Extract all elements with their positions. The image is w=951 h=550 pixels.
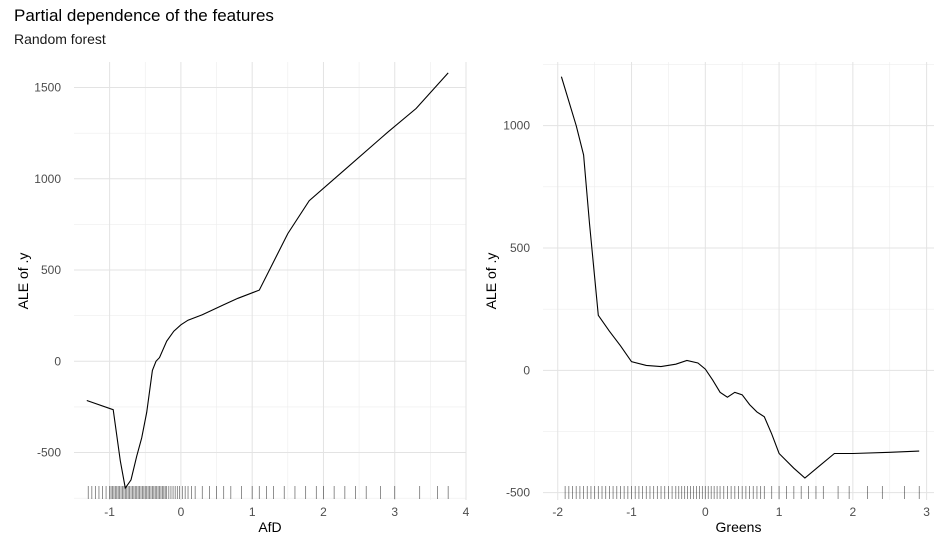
x-tick-label: 3 xyxy=(923,505,930,519)
x-axis-label: AfD xyxy=(258,519,281,535)
y-axis-label: ALE of .y xyxy=(483,253,499,310)
x-tick-label: 1 xyxy=(249,505,256,519)
y-tick-label: -500 xyxy=(37,446,61,460)
y-tick-label: 1500 xyxy=(34,81,61,95)
x-tick-label: -2 xyxy=(552,505,563,519)
series-line xyxy=(560,76,920,479)
chart-panel-1: -1 0 1 2 3 4 -500 0 500 1000 1500 AfD ALE of .y xyxy=(15,62,470,535)
y-axis-label: ALE of .y xyxy=(15,253,31,310)
x-axis-label: Greens xyxy=(716,519,762,535)
x-tick-label: 0 xyxy=(702,505,709,519)
series-line xyxy=(86,72,449,490)
x-tick-label: 0 xyxy=(178,505,185,519)
x-tick-label: -1 xyxy=(104,505,115,519)
y-tick-label: 500 xyxy=(510,241,530,255)
y-tick-label: -500 xyxy=(506,486,530,500)
chart-title: Partial dependence of the features xyxy=(14,6,274,25)
x-tick-label: 3 xyxy=(391,505,398,519)
x-tick-label: 2 xyxy=(320,505,327,519)
y-tick-label: 500 xyxy=(41,263,61,277)
chart-subtitle: Random forest xyxy=(14,31,106,47)
x-tick-label: 2 xyxy=(850,505,857,519)
x-tick-label: 1 xyxy=(776,505,783,519)
y-tick-label: 0 xyxy=(54,354,61,368)
y-tick-label: 1000 xyxy=(503,119,530,133)
chart-panel-2: -2 -1 0 1 2 3 -500 0 500 1000 Greens ALE of .y xyxy=(483,62,934,535)
y-tick-label: 1000 xyxy=(34,172,61,186)
x-tick-label: 4 xyxy=(463,505,470,519)
y-tick-label: 0 xyxy=(523,363,530,377)
x-tick-label: -1 xyxy=(626,505,637,519)
